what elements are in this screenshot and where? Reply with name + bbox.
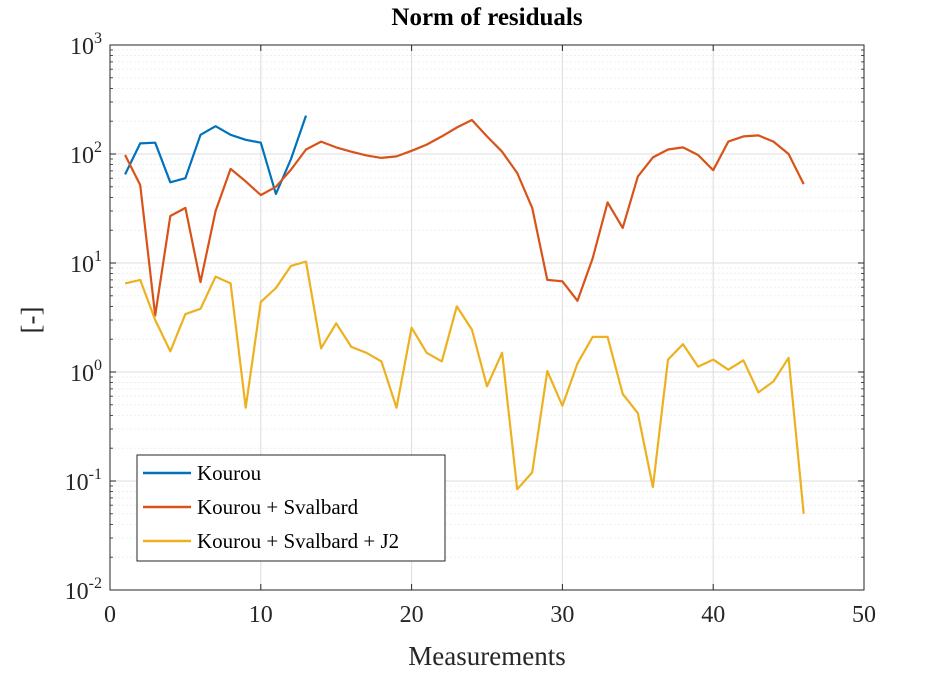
y-tick-label: 101 <box>70 248 102 278</box>
series-line-2 <box>124 118 805 317</box>
x-axis-label: Measurements <box>408 641 565 671</box>
y-tick-base: 10 <box>70 252 94 278</box>
y-tick-exponent: 2 <box>94 139 102 156</box>
x-tick-label: 10 <box>249 602 273 628</box>
legend-label: Kourou + Svalbard <box>197 495 359 519</box>
legend-label: Kourou <box>197 461 262 485</box>
y-tick-label: 100 <box>70 357 102 387</box>
y-tick-label: 10-1 <box>65 466 102 496</box>
y-tick-base: 10 <box>70 143 94 169</box>
y-tick-label: 103 <box>70 30 102 60</box>
y-tick-exponent: 1 <box>94 248 102 265</box>
y-tick-label: 102 <box>70 139 102 169</box>
series-line-1 <box>124 115 308 196</box>
y-tick-base: 10 <box>70 34 94 60</box>
y-tick-base: 10 <box>70 361 94 387</box>
y-tick-exponent: 3 <box>94 30 102 47</box>
axes-box <box>109 44 865 591</box>
x-tick-label: 0 <box>104 602 116 628</box>
series-line-3 <box>124 260 805 514</box>
legend: Kourou Kourou + Svalbard Kourou + Svalbard… <box>136 454 446 562</box>
y-axis-label: [-] <box>16 307 46 334</box>
y-tick-exponent: 0 <box>94 357 102 374</box>
x-tick-label: 30 <box>550 602 574 628</box>
x-tick-label: 40 <box>701 602 725 628</box>
y-tick-exponent: -2 <box>89 575 102 592</box>
plot-lines <box>124 115 805 514</box>
legend-label: Kourou + Svalbard + J2 <box>197 529 399 553</box>
x-tick-label: 50 <box>852 602 876 628</box>
y-tick-base: 10 <box>65 470 89 496</box>
chart-title: Norm of residuals <box>391 4 582 31</box>
y-tick-exponent: -1 <box>89 466 102 483</box>
x-tick-label: 20 <box>400 602 424 628</box>
y-tick-label: 10-2 <box>65 575 102 605</box>
y-tick-base: 10 <box>65 579 89 605</box>
